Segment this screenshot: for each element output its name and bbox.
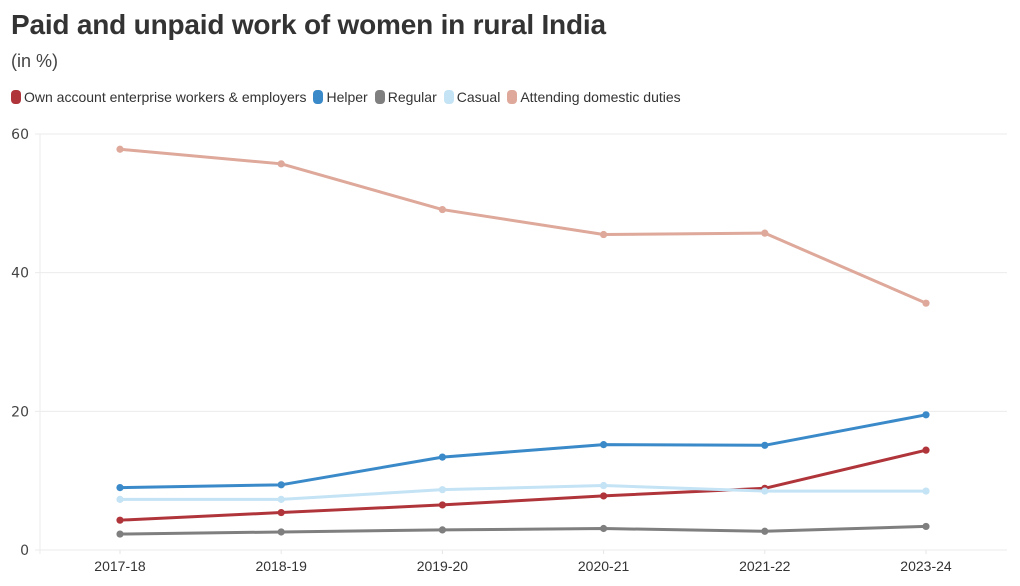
x-tick-label: 2019-20: [417, 558, 469, 574]
series-line: [118, 448, 928, 522]
data-point[interactable]: [600, 524, 608, 533]
data-point[interactable]: [438, 486, 446, 494]
x-tick-label: 2018-19: [256, 558, 308, 574]
data-point[interactable]: [116, 484, 124, 492]
series-line: [118, 524, 928, 536]
series-regular: [116, 522, 930, 538]
data-point[interactable]: [277, 481, 285, 489]
x-tick-label: 2020-21: [578, 558, 630, 574]
data-point[interactable]: [922, 487, 930, 495]
series-line: [118, 147, 928, 305]
legend-label: Helper: [326, 89, 368, 105]
series-helper: [116, 411, 930, 492]
chart-title: Paid and unpaid work of women in rural I…: [11, 9, 606, 40]
data-point[interactable]: [116, 495, 124, 503]
legend-label: Own account enterprise workers & employe…: [24, 89, 307, 105]
data-point[interactable]: [600, 481, 608, 490]
gridlines: [35, 133, 1007, 551]
legend-swatch-domestic-duties: [507, 90, 518, 104]
x-tick-label: 2023-24: [900, 558, 952, 574]
data-point[interactable]: [277, 495, 285, 503]
data-point[interactable]: [277, 160, 285, 168]
legend-label: Casual: [456, 89, 501, 105]
series-line: [118, 484, 928, 501]
data-point[interactable]: [761, 527, 769, 535]
data-point[interactable]: [438, 526, 446, 534]
y-tick-label: 20: [11, 404, 29, 420]
legend-swatch-regular: [374, 90, 385, 104]
data-point[interactable]: [922, 522, 930, 531]
series-line: [118, 413, 928, 490]
x-tick-label: 2017-18: [94, 558, 146, 574]
data-point[interactable]: [761, 229, 769, 237]
data-point[interactable]: [922, 299, 930, 307]
legend-swatch-helper: [313, 90, 324, 104]
series-layer: [116, 145, 930, 538]
data-point[interactable]: [116, 145, 124, 153]
y-tick-label: 40: [11, 266, 29, 282]
data-point[interactable]: [922, 411, 930, 419]
data-point[interactable]: [438, 501, 446, 509]
legend: Own account enterprise workers & employe…: [11, 89, 688, 105]
data-point[interactable]: [922, 446, 930, 454]
legend-swatch-casual: [443, 90, 454, 104]
data-point[interactable]: [277, 528, 285, 536]
data-point[interactable]: [438, 205, 446, 214]
y-tick-label: 60: [11, 127, 29, 143]
data-point[interactable]: [761, 441, 769, 449]
data-point[interactable]: [600, 230, 608, 239]
legend-label: Attending domestic duties: [520, 89, 681, 105]
chart-subtitle: (in %): [11, 51, 59, 71]
data-point[interactable]: [600, 492, 608, 500]
data-point[interactable]: [438, 453, 446, 461]
legend-item-regular[interactable]: Regular: [374, 89, 437, 105]
legend-swatch-own-account: [11, 90, 21, 104]
legend-item-own-account[interactable]: Own account enterprise workers & employe…: [11, 89, 306, 105]
data-point[interactable]: [761, 487, 769, 495]
x-axis: 2017-18 2018-19 2019-20 2020-21 2021-22 2023-…: [94, 550, 952, 574]
data-point[interactable]: [600, 441, 608, 449]
legend-label: Regular: [387, 89, 437, 105]
data-point[interactable]: [277, 508, 285, 517]
y-tick-label: 0: [20, 543, 29, 559]
series-casual: [116, 481, 930, 503]
y-axis: 0 20 40 60: [11, 127, 29, 559]
data-point[interactable]: [116, 530, 124, 538]
legend-item-domestic-duties[interactable]: Attending domestic duties: [507, 89, 681, 105]
x-tick-label: 2021-22: [739, 558, 791, 574]
data-point[interactable]: [116, 516, 124, 524]
legend-item-casual[interactable]: Casual: [443, 89, 501, 105]
legend-item-helper[interactable]: Helper: [313, 89, 368, 105]
series-attending-domestic-duties: [116, 145, 930, 307]
